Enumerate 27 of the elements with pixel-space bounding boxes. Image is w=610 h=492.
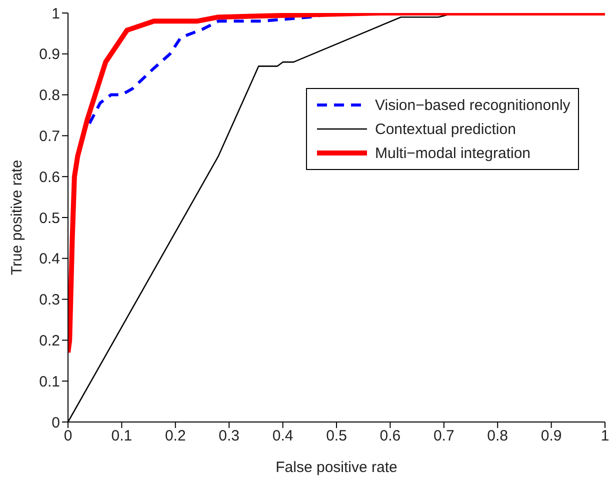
x-tick-label: 0.8: [487, 428, 508, 445]
y-tick-label: 0.9: [39, 46, 60, 64]
x-tick-label: 0.5: [326, 428, 347, 445]
y-tick-label: 0.7: [39, 128, 60, 146]
legend-label: Contextual prediction: [375, 120, 516, 138]
y-tick-label: 0.5: [39, 210, 60, 227]
x-tick-label: 0.1: [111, 428, 132, 445]
legend-label: Vision−based recognitiononly: [375, 96, 570, 114]
x-tick-label: 0: [64, 428, 72, 445]
x-tick-label: 0.2: [164, 428, 186, 445]
y-tick-label: 0.6: [39, 168, 60, 186]
x-tick-label: 0.3: [218, 428, 240, 445]
x-tick-label: 0.4: [272, 428, 294, 445]
y-tick-label: 1: [52, 5, 60, 22]
y-axis-title: True positive rate: [8, 160, 26, 276]
y-tick-label: 0.1: [39, 373, 60, 390]
y-tick-label: 0.8: [39, 87, 60, 104]
y-tick-label: 0: [52, 414, 60, 432]
x-tick-label: 0.7: [433, 428, 454, 445]
x-tick-label: 0.9: [540, 428, 562, 445]
x-axis-title: False positive rate: [276, 459, 398, 476]
y-tick-label: 0.2: [39, 332, 60, 350]
y-tick-label: 0.3: [39, 292, 60, 309]
y-tick-label: 0.4: [39, 250, 60, 268]
x-tick-label: 1: [600, 428, 610, 445]
legend-label: Multi−modal integration: [375, 144, 531, 162]
x-tick-label: 0.6: [380, 428, 401, 445]
